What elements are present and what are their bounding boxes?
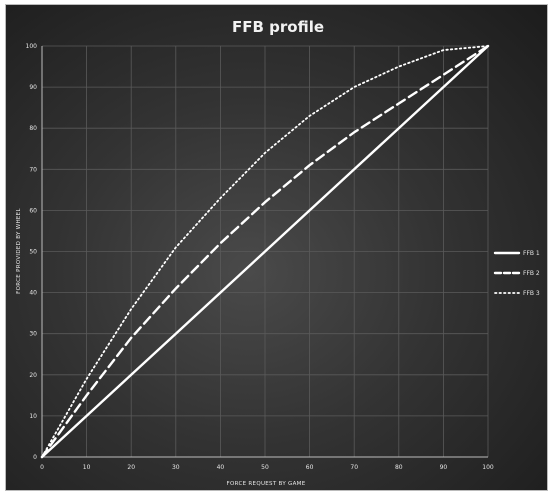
x-tick-label: 90 xyxy=(440,464,448,471)
x-tick-label: 0 xyxy=(40,464,44,471)
x-tick-labels: 0 10 20 30 40 50 60 70 80 90 100 xyxy=(40,464,494,471)
y-tick-label: 50 xyxy=(29,249,37,256)
x-tick-label: 80 xyxy=(395,464,403,471)
x-tick-label: 100 xyxy=(482,464,494,471)
legend-label-ffb-3: FFB 3 xyxy=(523,290,540,297)
legend-label-ffb-1: FFB 1 xyxy=(523,250,540,257)
x-tick-label: 10 xyxy=(83,464,91,471)
y-tick-label: 40 xyxy=(29,290,37,297)
x-tick-label: 20 xyxy=(127,464,135,471)
series-lines xyxy=(40,44,490,459)
axes xyxy=(41,46,488,458)
y-axis-label: FORCE PROVIDED BY WHEEL xyxy=(16,208,22,294)
y-tick-label: 30 xyxy=(29,331,37,338)
y-tick-label: 90 xyxy=(29,84,37,91)
ffb-profile-chart: FFB profile 0 10 20 30 40 50 60 70 80 90 100 0 10 20… xyxy=(16,18,540,487)
x-tick-label: 60 xyxy=(306,464,314,471)
y-tick-label: 0 xyxy=(33,454,37,461)
y-tick-label: 10 xyxy=(29,413,37,420)
series-line-ffb-3 xyxy=(41,45,489,458)
y-tick-label: 70 xyxy=(29,166,37,173)
series-line-ffb-2 xyxy=(40,44,490,459)
legend: FFB 1 FFB 2 FFB 3 xyxy=(493,250,540,297)
x-axis-label: FORCE REQUEST BY GAME xyxy=(227,481,306,487)
series-line-ffb-1 xyxy=(40,44,490,459)
y-tick-label: 20 xyxy=(29,372,37,379)
x-tick-label: 40 xyxy=(217,464,225,471)
x-tick-label: 30 xyxy=(172,464,180,471)
x-tick-label: 70 xyxy=(350,464,358,471)
y-tick-label: 80 xyxy=(29,125,37,132)
y-tick-label: 100 xyxy=(26,43,38,50)
chart-frame: FFB profile 0 10 20 30 40 50 60 70 80 90 100 0 10 20… xyxy=(5,4,548,491)
chart-title: FFB profile xyxy=(232,18,324,36)
y-tick-label: 60 xyxy=(29,207,37,214)
x-tick-label: 50 xyxy=(261,464,269,471)
legend-label-ffb-2: FFB 2 xyxy=(523,270,540,277)
y-tick-labels: 0 10 20 30 40 50 60 70 80 90 100 xyxy=(26,43,38,461)
